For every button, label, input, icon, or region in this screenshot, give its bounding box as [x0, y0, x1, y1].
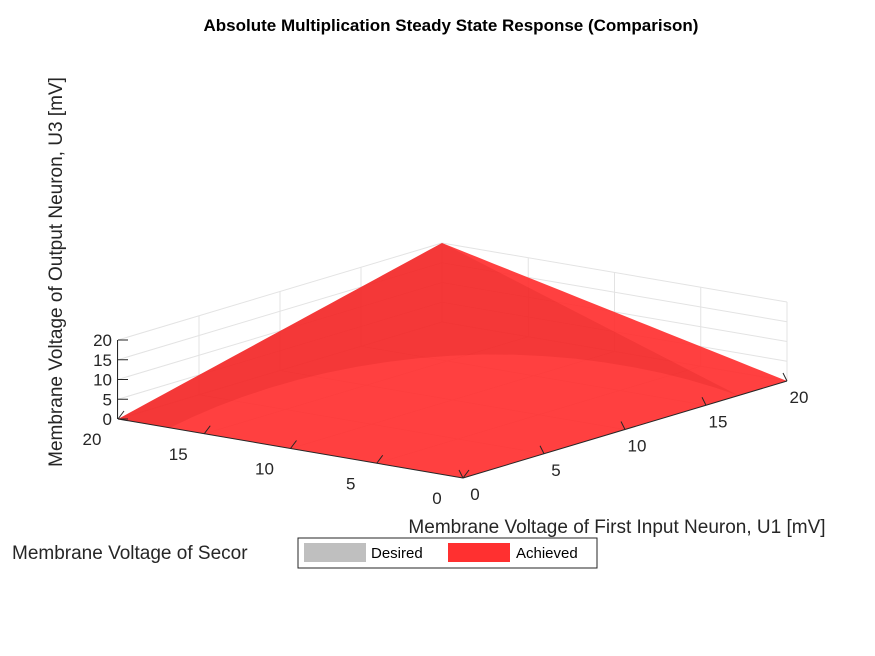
y-tick-mark — [203, 425, 211, 435]
legend-swatch-desired — [304, 543, 366, 562]
y-tick-label: 15 — [169, 445, 188, 464]
grid-line — [441, 242, 788, 303]
y-tick-label: 20 — [83, 430, 102, 449]
x-tick-label: 5 — [551, 461, 560, 480]
x-tick-mark — [782, 372, 788, 382]
z-tick-label: 20 — [93, 331, 112, 350]
legend: Desired Achieved — [297, 537, 598, 569]
z-tick-label: 0 — [103, 410, 112, 429]
x-axis-label: Membrane Voltage of First Input Neuron, … — [408, 517, 825, 538]
x-tick-label: 10 — [628, 437, 647, 456]
surface-achieved — [118, 243, 787, 478]
legend-swatch-achieved — [448, 543, 510, 562]
surface-achieved-patch — [118, 243, 787, 478]
z-tick-label: 5 — [103, 390, 112, 409]
x-tick-mark — [539, 445, 545, 454]
y-tick-mark — [462, 469, 470, 479]
chart-title: Absolute Multiplication Steady State Res… — [204, 16, 699, 35]
surface-shading — [118, 243, 739, 478]
y-axis-label: Membrane Voltage of Secor — [12, 543, 248, 564]
x-tick-mark — [620, 421, 626, 430]
z-axis-label: Membrane Voltage of Output Neuron, U3 [m… — [46, 77, 67, 467]
x-tick-label: 20 — [790, 388, 809, 407]
x-tick-mark — [701, 397, 707, 406]
grid-line — [117, 242, 443, 341]
x-tick-label: 0 — [470, 485, 479, 504]
y-tick-mark — [117, 410, 125, 420]
legend-label-achieved: Achieved — [516, 545, 578, 562]
y-tick-label: 5 — [346, 474, 355, 493]
y-tick-label: 10 — [255, 460, 274, 479]
z-tick-label: 15 — [93, 351, 112, 370]
y-tick-mark — [376, 454, 384, 464]
z-tick-label: 10 — [93, 371, 112, 390]
x-tick-mark — [458, 469, 464, 479]
y-tick-mark — [290, 440, 297, 449]
x-tick-label: 15 — [709, 412, 728, 431]
y-tick-label: 0 — [432, 489, 441, 508]
legend-label-desired: Desired — [371, 545, 423, 562]
